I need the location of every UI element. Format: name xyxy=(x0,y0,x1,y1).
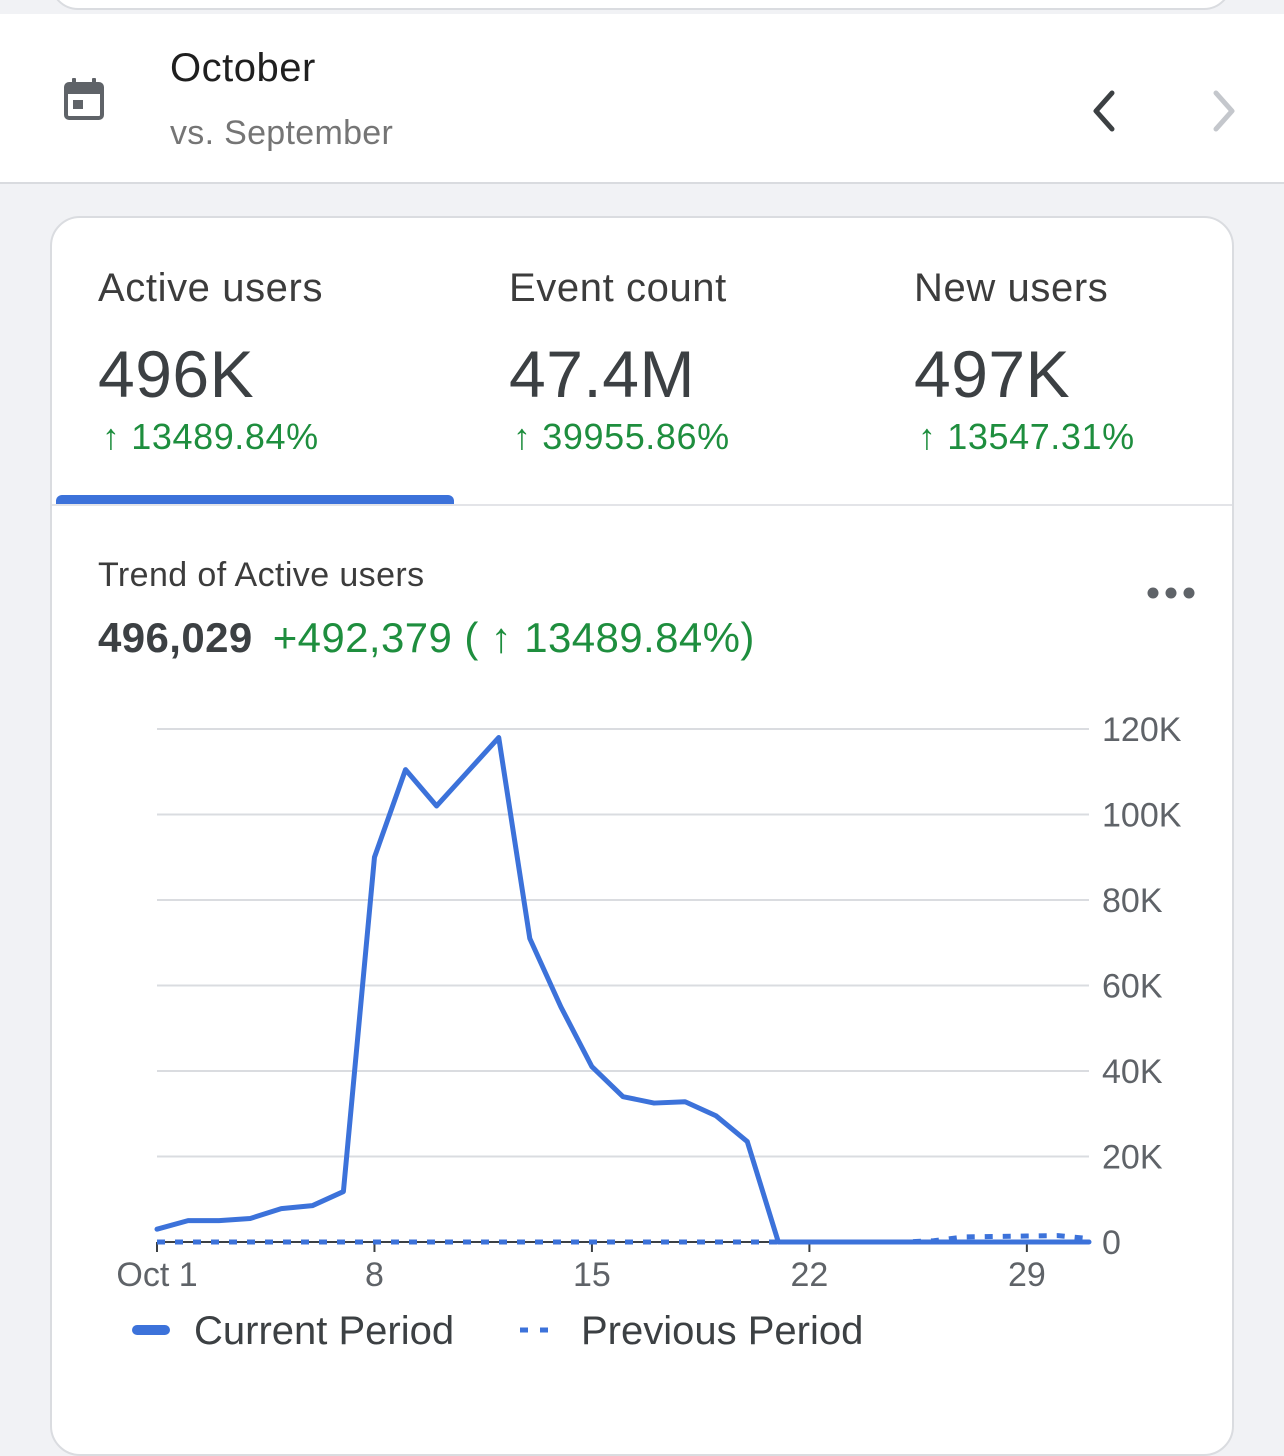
metrics-card: Active users 496K ↑ 13489.84% Event coun… xyxy=(50,216,1234,1456)
y-tick-label: 60K xyxy=(1102,968,1163,1006)
selected-tab-indicator xyxy=(56,495,454,504)
trend-summary: 496,029 +492,379 ( ↑ 13489.84%) xyxy=(98,614,755,662)
next-period-button[interactable] xyxy=(1194,76,1254,146)
selected-month[interactable]: October xyxy=(170,46,316,90)
tab-active-users[interactable]: Active users 496K ↑ 13489.84% xyxy=(98,218,498,506)
tab-divider xyxy=(52,504,1232,506)
date-range-header: October vs. September xyxy=(0,14,1284,184)
more-options-button[interactable] xyxy=(1138,578,1204,608)
y-tick-label: 80K xyxy=(1102,882,1163,920)
tab-new-users[interactable]: New users 497K ↑ 13547.31% xyxy=(914,218,1214,506)
x-tick-label: 8 xyxy=(365,1256,384,1294)
metric-label: New users xyxy=(914,266,1109,310)
metric-label: Event count xyxy=(509,266,727,310)
metric-change: ↑ 13489.84% xyxy=(102,416,319,457)
previous-period-line xyxy=(157,1233,1090,1245)
trend-title: Trend of Active users xyxy=(98,556,425,594)
y-tick-label: 20K xyxy=(1102,1139,1163,1177)
metric-label: Active users xyxy=(98,266,324,310)
y-tick-label: 100K xyxy=(1102,797,1182,835)
more-horiz-icon xyxy=(1147,587,1195,599)
metric-value: 497K xyxy=(914,337,1071,411)
y-tick-label: 0 xyxy=(1102,1224,1121,1262)
legend-label-previous: Previous Period xyxy=(581,1309,863,1353)
comparison-period: vs. September xyxy=(170,114,394,152)
metric-value: 47.4M xyxy=(509,337,695,411)
y-tick-label: 120K xyxy=(1102,711,1182,749)
calendar-icon[interactable] xyxy=(58,74,110,126)
active-users-trend-chart: 0 20K 40K 60K 80K 100K 120K Oct 1 8 15 22 29 Current… xyxy=(116,711,1182,1353)
metric-change: ↑ 13547.31% xyxy=(918,416,1135,457)
chevron-right-icon xyxy=(1213,90,1235,132)
previous-card-edge xyxy=(50,0,1232,10)
tab-event-count[interactable]: Event count 47.4M ↑ 39955.86% xyxy=(509,218,909,506)
legend-label-current: Current Period xyxy=(194,1309,454,1353)
trend-delta: +492,379 ( ↑ 13489.84%) xyxy=(272,614,755,661)
metric-change: ↑ 39955.86% xyxy=(513,416,730,457)
trend-total: 496,029 xyxy=(98,614,253,661)
x-tick-label: 15 xyxy=(573,1256,611,1294)
x-tick-label: Oct 1 xyxy=(116,1256,197,1294)
x-tick-label: 22 xyxy=(790,1256,828,1294)
y-tick-label: 40K xyxy=(1102,1053,1163,1091)
x-tick-label: 29 xyxy=(1008,1256,1046,1294)
current-period-line xyxy=(154,735,1092,1245)
metric-value: 496K xyxy=(98,337,255,411)
chevron-left-icon xyxy=(1093,90,1115,132)
previous-period-button[interactable] xyxy=(1074,76,1134,146)
